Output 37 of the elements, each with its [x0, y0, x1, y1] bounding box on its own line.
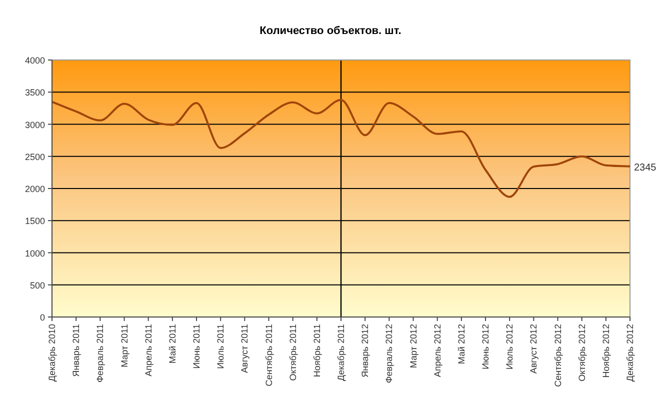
y-tick-label: 0: [40, 312, 45, 322]
x-tick-label: Апрель 2011: [143, 324, 154, 376]
x-tick-label: Ноябрь 2011: [312, 324, 322, 378]
x-tick-label: Февраль 2012: [384, 324, 394, 384]
x-tick-label: Декабрь 2010: [47, 324, 57, 382]
data-label: 2345: [634, 162, 657, 174]
line-series: [51, 98, 631, 198]
x-tick-label: Июнь 2011: [192, 324, 202, 369]
x-tick-label: Июнь 2012: [480, 324, 490, 370]
y-tick-label: 2000: [24, 184, 45, 194]
chart-title: Количество объектов. шт.: [260, 25, 402, 37]
x-tick-label: Сентябрь 2011: [264, 324, 274, 386]
x-tick-label: Август 2012: [528, 324, 539, 374]
y-tick-label: 500: [30, 280, 45, 290]
x-tick-label: Март 2012: [408, 324, 418, 368]
x-tick-label: Декабрь 2011: [336, 324, 346, 381]
x-tick-label: Июль 2012: [504, 324, 515, 370]
x-tick-label: Апрель 2012: [432, 324, 442, 378]
x-tick-label: Май 2011: [167, 324, 178, 364]
x-tick-label: Январь 2012: [360, 324, 370, 378]
y-tick-label: 1500: [24, 216, 45, 226]
x-tick-label: Май 2012: [456, 324, 466, 364]
x-tick-label: Январь 2011: [71, 324, 82, 377]
x-tick-label: Февраль 2011: [95, 324, 106, 382]
x-tick-label: Июль 2011: [216, 324, 226, 369]
x-tick-label: Ноябрь 2012: [600, 324, 611, 378]
x-tick-label: Октябрь 2011: [288, 324, 298, 381]
x-tick-label: Октябрь 2012: [576, 324, 587, 382]
y-tick-label: 4000: [24, 56, 45, 66]
x-tick-label: Март 2011: [119, 324, 130, 368]
x-tick-label: Август 2011: [240, 324, 250, 373]
x-tick-label: Декабрь 2012: [625, 324, 635, 382]
y-tick-label: 3000: [24, 120, 45, 130]
x-tick-label: Сентябрь 2012: [552, 324, 563, 387]
y-tick-label: 1000: [24, 248, 45, 258]
y-tick-label: 3500: [24, 88, 45, 98]
y-tick-label: 2500: [24, 152, 45, 162]
